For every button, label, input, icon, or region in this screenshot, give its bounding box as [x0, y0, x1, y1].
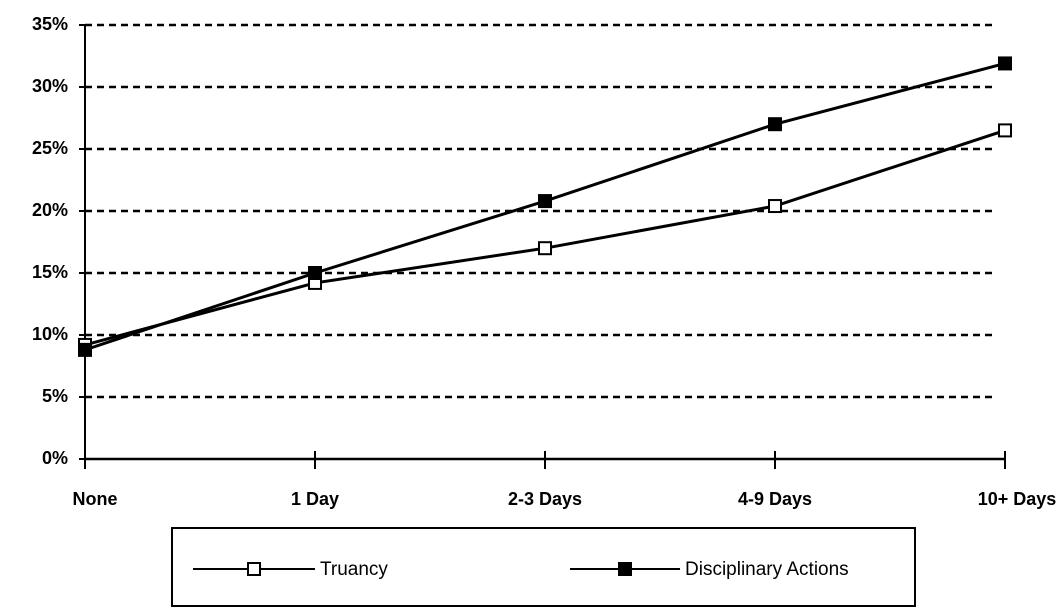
data-point — [538, 194, 552, 209]
y-tick-label: 25% — [32, 138, 68, 158]
data-point — [998, 56, 1012, 71]
x-tick-label: 2-3 Days — [508, 489, 582, 509]
data-point — [78, 342, 92, 357]
y-tick-label: 10% — [32, 324, 68, 344]
data-point — [538, 241, 552, 256]
y-tick-label: 30% — [32, 76, 68, 96]
legend-label: Truancy — [320, 559, 388, 580]
x-tick-label: 1 Day — [291, 489, 339, 509]
x-tick-label: None — [73, 489, 118, 509]
series-line — [84, 128, 1006, 347]
y-tick-label: 5% — [42, 386, 68, 406]
y-tick-label: 0% — [42, 448, 68, 468]
y-tick-label: 15% — [32, 262, 68, 282]
legend-marker — [618, 562, 632, 576]
legend-marker — [247, 562, 261, 576]
legend-label: Disciplinary Actions — [685, 559, 849, 580]
x-tick-label: 4-9 Days — [738, 489, 812, 509]
data-point — [998, 123, 1012, 138]
data-point — [768, 199, 782, 214]
y-tick-label: 20% — [32, 200, 68, 220]
y-tick-label: 35% — [32, 14, 68, 34]
x-tick-label: 10+ Days — [978, 489, 1057, 509]
data-point — [768, 117, 782, 132]
data-point — [308, 266, 322, 280]
legend-box — [171, 527, 916, 607]
